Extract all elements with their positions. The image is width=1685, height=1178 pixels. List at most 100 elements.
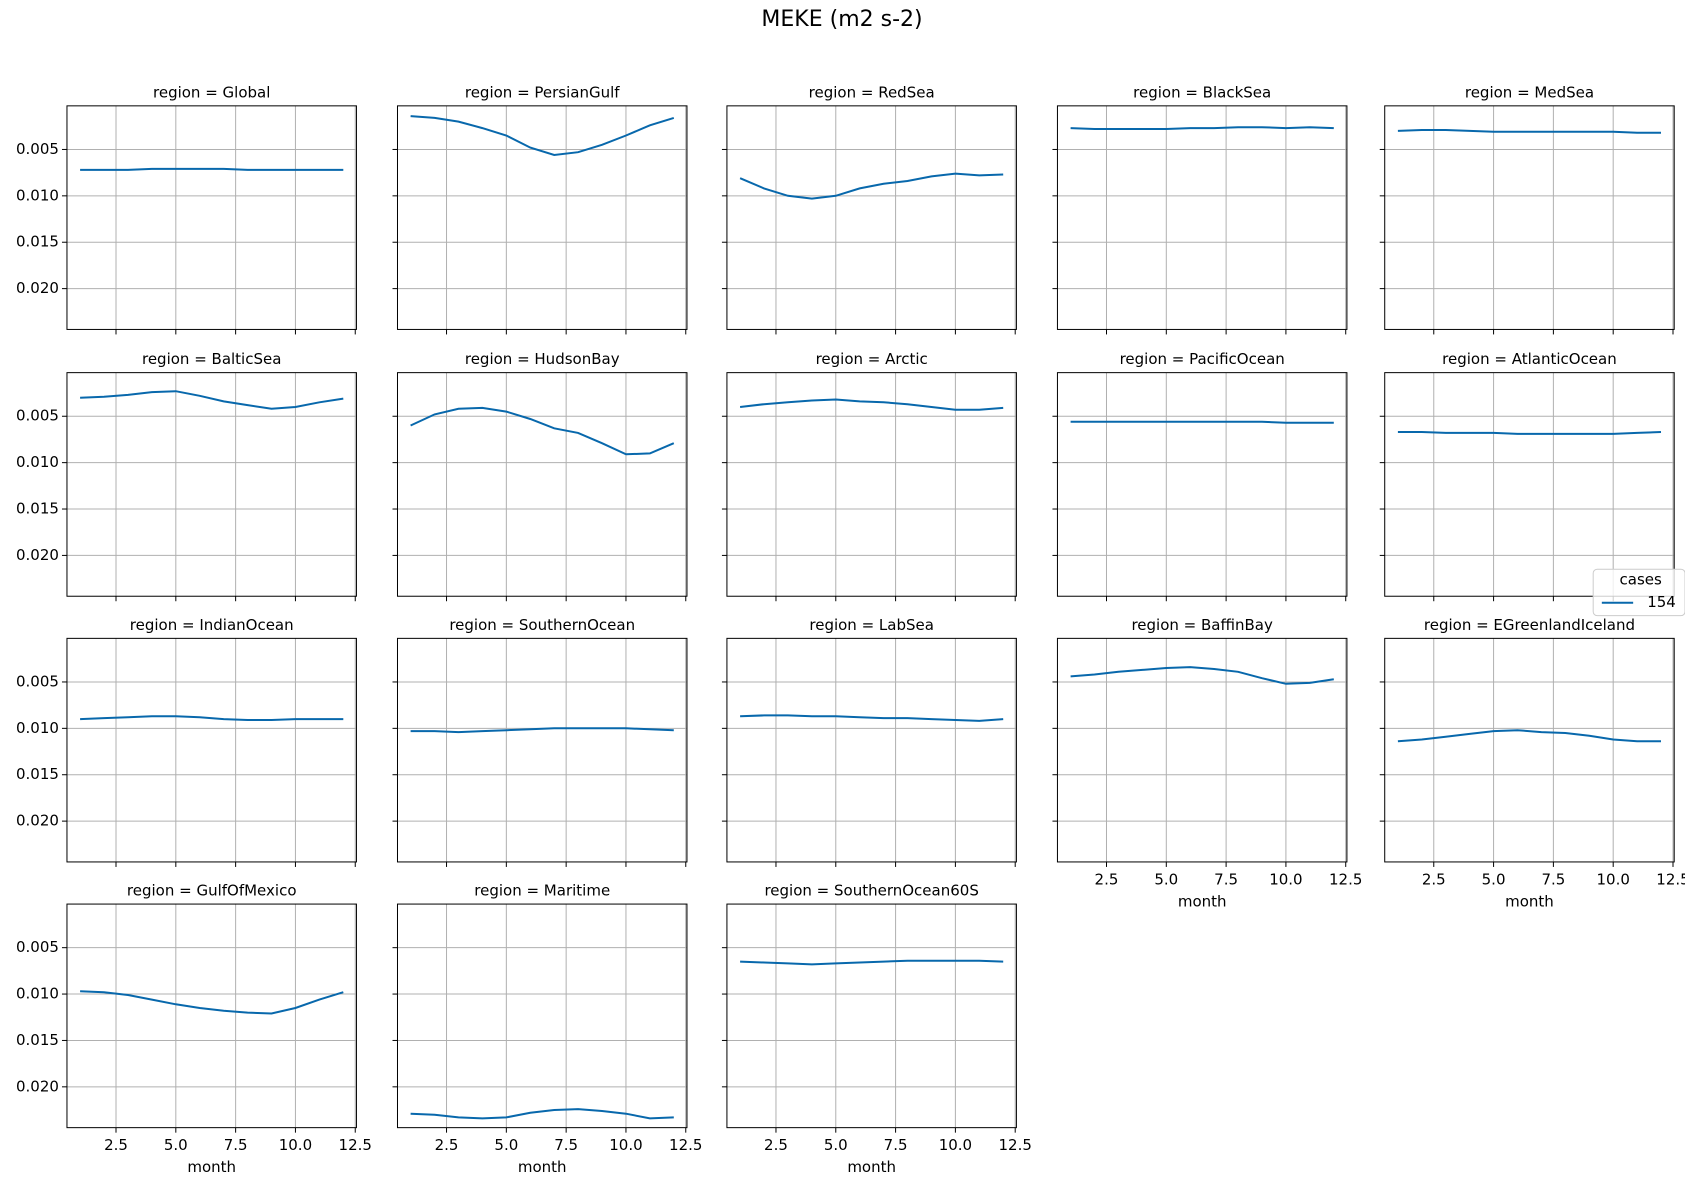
panel-title: region = IndianOcean — [130, 616, 294, 634]
panel-frame — [1056, 372, 1348, 597]
panel-frame — [1384, 637, 1675, 863]
y-tick-label: 0.010 — [16, 453, 59, 471]
panel-frame — [66, 105, 357, 330]
panel-title: region = SouthernOcean — [449, 616, 635, 634]
line — [1070, 126, 1334, 130]
x-tick-label: 7.5 — [1214, 870, 1238, 888]
panel-title: region = MedSea — [1465, 83, 1594, 101]
x-axis-label: month — [1178, 892, 1227, 910]
panel-title: region = GulfOfMexico — [127, 882, 297, 900]
panel-title: region = PersianGulf — [465, 83, 620, 101]
line — [410, 115, 675, 157]
panel-frame — [726, 105, 1017, 330]
x-tick-label: 2.5 — [1095, 870, 1119, 888]
line — [80, 990, 344, 1015]
panel-title: region = EGreenlandIceland — [1424, 616, 1635, 634]
panel-title: region = PacificOcean — [1120, 350, 1285, 368]
x-tick-label: 5.0 — [824, 1136, 848, 1154]
legend-label: 154 — [1647, 593, 1676, 611]
x-axis-label: month — [1505, 892, 1554, 910]
line — [410, 406, 675, 456]
panel-frame — [396, 372, 688, 597]
y-tick-label: 0.005 — [16, 140, 59, 158]
x-tick-label: 2.5 — [1422, 870, 1446, 888]
y-tick-label: 0.020 — [16, 279, 59, 297]
panel-title: region = Maritime — [474, 882, 610, 900]
panel-frame — [396, 903, 688, 1129]
x-tick-label: 7.5 — [554, 1136, 578, 1154]
x-axis-label: month — [847, 1158, 896, 1176]
panel-frame — [726, 637, 1017, 863]
x-tick-label: 12.5 — [669, 1136, 702, 1154]
x-tick-label: 10.0 — [1596, 870, 1629, 888]
panel-title: region = BaffinBay — [1131, 616, 1273, 634]
panel-title: region = SouthernOcean60S — [764, 882, 978, 900]
line — [410, 1108, 674, 1120]
panel-title: region = LabSea — [809, 616, 934, 634]
panel-title: region = HudsonBay — [465, 350, 620, 368]
x-tick-label: 2.5 — [104, 1136, 128, 1154]
y-tick-label: 0.020 — [16, 812, 59, 830]
y-tick-label: 0.015 — [16, 1031, 59, 1049]
panel-frame — [396, 105, 688, 330]
panel-title: region = Arctic — [816, 350, 928, 368]
y-tick-label: 0.020 — [16, 546, 59, 564]
x-tick-label: 5.0 — [164, 1136, 188, 1154]
y-tick-label: 0.015 — [16, 765, 59, 783]
x-tick-label: 10.0 — [279, 1136, 312, 1154]
panel-frame — [1056, 105, 1348, 330]
y-tick-label: 0.015 — [16, 233, 59, 251]
x-tick-label: 10.0 — [939, 1136, 972, 1154]
panel-frame — [1384, 372, 1675, 597]
x-tick-label: 12.5 — [1656, 870, 1685, 888]
x-tick-label: 7.5 — [884, 1136, 908, 1154]
x-tick-label: 10.0 — [1269, 870, 1302, 888]
line — [80, 715, 344, 721]
line — [740, 714, 1004, 722]
line — [1070, 666, 1334, 685]
panel-frame — [1384, 105, 1675, 330]
x-axis-label: month — [518, 1158, 567, 1176]
panel-frame — [66, 637, 357, 863]
line — [1070, 420, 1334, 424]
x-axis-label: month — [187, 1158, 236, 1176]
x-tick-label: 12.5 — [1329, 870, 1362, 888]
line — [80, 390, 344, 410]
panel-frame — [66, 372, 357, 597]
y-tick-label: 0.020 — [16, 1077, 59, 1095]
line — [740, 959, 1004, 966]
line — [410, 727, 674, 734]
line — [739, 398, 1004, 411]
legend-title: cases — [1620, 571, 1662, 589]
y-tick-label: 0.010 — [16, 985, 59, 1003]
x-tick-label: 5.0 — [1482, 870, 1506, 888]
x-tick-label: 5.0 — [494, 1136, 518, 1154]
line — [1397, 431, 1662, 435]
y-tick-label: 0.005 — [16, 672, 59, 690]
y-tick-label: 0.005 — [16, 407, 59, 425]
panel-frame — [66, 903, 357, 1129]
panel-frame — [726, 903, 1017, 1129]
line — [80, 167, 344, 171]
line — [739, 172, 1004, 200]
y-tick-label: 0.010 — [16, 719, 59, 737]
panel-frame — [1056, 637, 1348, 863]
x-tick-label: 5.0 — [1154, 870, 1178, 888]
panel-title: region = Global — [153, 83, 270, 101]
x-tick-label: 12.5 — [339, 1136, 372, 1154]
y-tick-label: 0.005 — [16, 938, 59, 956]
figure-title: MEKE (m2 s-2) — [761, 7, 922, 32]
panel-title: region = AtlanticOcean — [1442, 350, 1617, 368]
panel-title: region = BalticSea — [142, 350, 281, 368]
y-tick-label: 0.015 — [16, 500, 59, 518]
line — [1397, 129, 1661, 134]
panel-title: region = RedSea — [809, 83, 935, 101]
x-tick-label: 2.5 — [435, 1136, 459, 1154]
line — [1397, 729, 1661, 743]
x-tick-label: 12.5 — [999, 1136, 1032, 1154]
x-tick-label: 10.0 — [609, 1136, 642, 1154]
x-tick-label: 7.5 — [224, 1136, 248, 1154]
panel-title: region = BlackSea — [1133, 83, 1271, 101]
panel-frame — [396, 637, 688, 863]
